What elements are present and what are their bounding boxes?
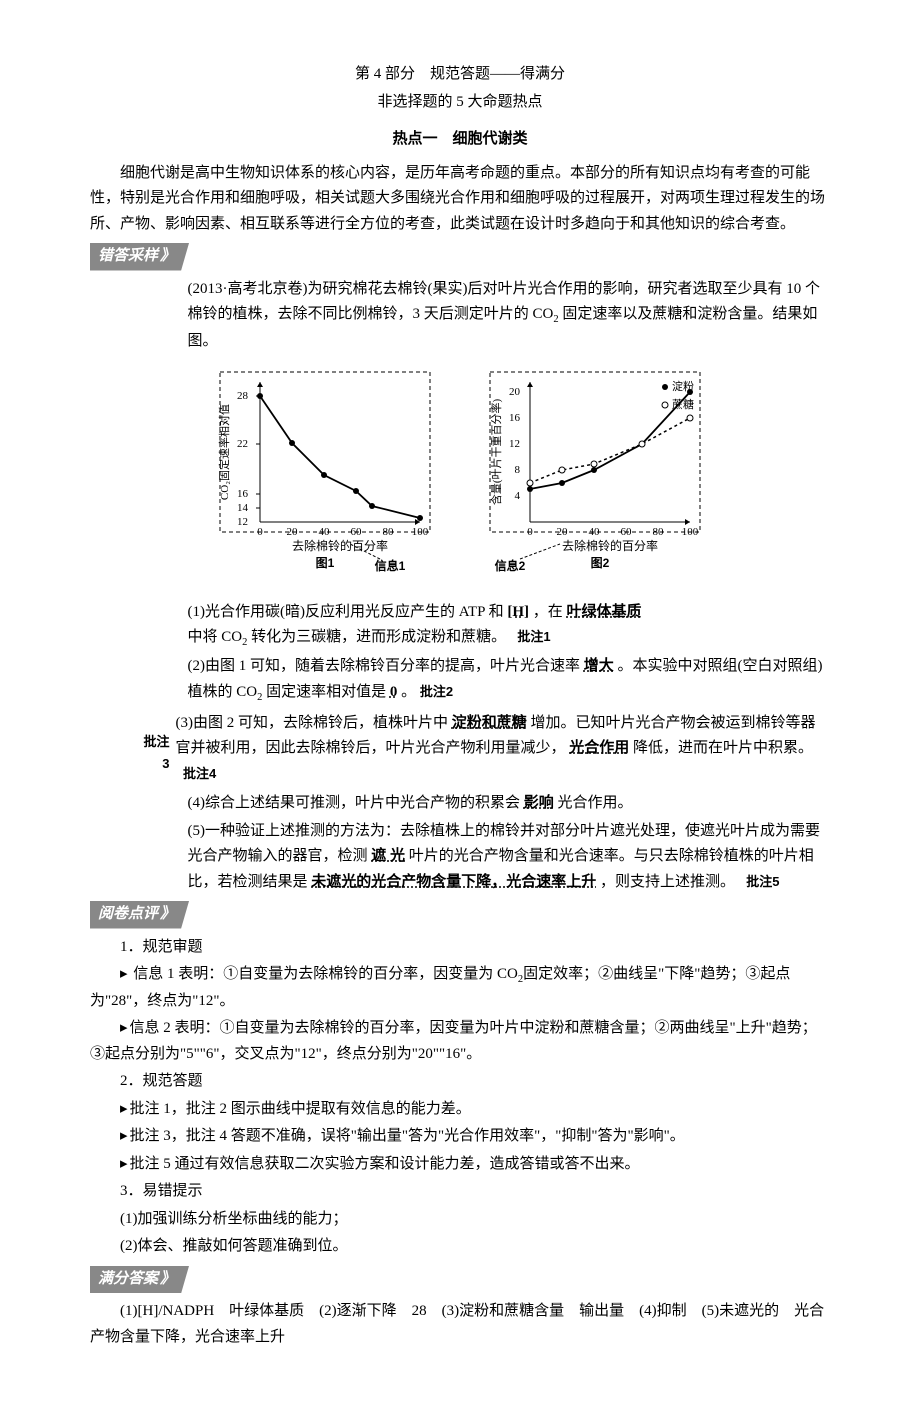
svg-text:12: 12 — [237, 516, 248, 528]
ribbon-answer-text: 满分答案 — [98, 1271, 158, 1287]
full-answer: (1)[H]/NADPH 叶绿体基质 (2)逐渐下降 28 (3)淀粉和蔗糖含量… — [90, 1299, 830, 1350]
svg-text:80: 80 — [653, 526, 665, 538]
figures: 12 14 16 22 28 0 20 40 60 80 100 去除棉铃的百分… — [90, 362, 830, 592]
q3: (3)由图 2 可知，去除棉铃后，植株叶片中 淀粉和蔗糖 增加。已知叶片光合产物… — [176, 711, 831, 788]
svg-text:40: 40 — [319, 526, 331, 538]
review-e2: (2)体会、推敲如何答题准确到位。 — [90, 1234, 830, 1260]
svg-text:4: 4 — [515, 490, 521, 502]
svg-text:信息2: 信息2 — [495, 558, 526, 573]
review-h3: 3．易错提示 — [90, 1179, 830, 1205]
svg-text:去除棉铃的百分率: 去除棉铃的百分率 — [292, 538, 388, 553]
svg-text:16: 16 — [509, 412, 521, 424]
ribbon-sample: 错答采样》 — [90, 243, 189, 271]
review-info2: 信息 2 表明：①自变量为去除棉铃的百分率，因变量为叶片中淀粉和蔗糖含量；②两曲… — [90, 1016, 830, 1067]
note2-label: 批注2 — [420, 684, 453, 699]
q2: (2)由图 1 可知，随着去除棉铃百分率的提高，叶片光合速率 增大 。本实验中对… — [188, 654, 831, 706]
svg-text:20: 20 — [287, 526, 299, 538]
svg-text:CO₂固定速率相对值: CO₂固定速率相对值 — [217, 404, 231, 500]
q5-blank2: 未遮光的光合产物含量下降，光合速率上升 — [311, 874, 596, 890]
svg-text:蔗糖: 蔗糖 — [672, 397, 694, 411]
q1: (1)光合作用碳(暗)反应利用光反应产生的 ATP 和 [H] ，在 叶绿体基质… — [188, 600, 831, 652]
part-title: 第 4 部分 规范答题——得满分 — [90, 62, 830, 88]
svg-text:28: 28 — [237, 390, 249, 402]
review-h2: 2．规范答题 — [90, 1069, 830, 1095]
svg-text:100: 100 — [682, 526, 699, 538]
review-h1: 1．规范审题 — [90, 935, 830, 961]
charts-svg: 12 14 16 22 28 0 20 40 60 80 100 去除棉铃的百分… — [180, 362, 740, 582]
review-n12: 批注 1，批注 2 图示曲线中提取有效信息的能力差。 — [90, 1097, 830, 1123]
q1-blank1: [H] — [507, 604, 529, 620]
q2-blank1: 增大 — [584, 658, 614, 674]
q4: (4)综合上述结果可推测，叶片中光合产物的积累会 影响 光合作用。 — [188, 791, 831, 817]
chevron-icon: 》 — [160, 248, 171, 264]
svg-text:22: 22 — [237, 438, 248, 450]
review-n5: 批注 5 通过有效信息获取二次实验方案和设计能力差，造成答错或答不出来。 — [90, 1152, 830, 1178]
q4-blank1: 影响 — [524, 795, 554, 811]
svg-text:60: 60 — [351, 526, 363, 538]
svg-text:含量(叶片干重百分率): 含量(叶片干重百分率) — [489, 399, 503, 506]
exam-stem: (2013·高考北京卷)为研究棉花去棉铃(果实)后对叶片光合作用的影响，研究者选… — [188, 277, 831, 355]
review-info1: 信息 1 表明：①自变量为去除棉铃的百分率，因变量为 CO2固定效率；②曲线呈"… — [90, 962, 830, 1014]
svg-text:去除棉铃的百分率: 去除棉铃的百分率 — [562, 538, 658, 553]
q3-blank2: 光合作用 — [569, 740, 629, 756]
svg-text:淀粉: 淀粉 — [672, 379, 694, 393]
svg-text:20: 20 — [557, 526, 569, 538]
ribbon-answer: 满分答案》 — [90, 1266, 189, 1294]
note5-label: 批注5 — [746, 874, 779, 889]
q5-blank1: 遮 光 — [371, 848, 405, 864]
svg-text:14: 14 — [237, 502, 249, 514]
svg-text:0: 0 — [527, 526, 533, 538]
review-e1: (1)加强训练分析坐标曲线的能力； — [90, 1207, 830, 1233]
svg-text:8: 8 — [515, 464, 521, 476]
q5: (5)一种验证上述推测的方法为：去除植株上的棉铃并对部分叶片遮光处理，使遮光叶片… — [188, 819, 831, 896]
svg-text:图2: 图2 — [591, 556, 610, 570]
svg-text:信息1: 信息1 — [375, 558, 406, 573]
svg-text:图1: 图1 — [316, 556, 335, 570]
svg-text:20: 20 — [509, 386, 521, 398]
note4-label: 批注4 — [183, 766, 216, 781]
svg-text:16: 16 — [237, 488, 249, 500]
review-n34: 批注 3，批注 4 答题不准确，误将"输出量"答为"光合作用效率"，"抑制"答为… — [90, 1124, 830, 1150]
part-subtitle: 非选择题的 5 大命题热点 — [90, 90, 830, 116]
svg-text:12: 12 — [509, 438, 520, 450]
svg-text:0: 0 — [257, 526, 263, 538]
ribbon-review-text: 阅卷点评 — [98, 906, 158, 922]
note3-side: 批注3 — [90, 731, 170, 775]
note1-label: 批注1 — [517, 629, 550, 644]
intro-paragraph: 细胞代谢是高中生物知识体系的核心内容，是历年高考命题的重点。本部分的所有知识点均… — [90, 161, 830, 238]
chevron-icon: 》 — [160, 1271, 171, 1287]
svg-text:100: 100 — [412, 526, 429, 538]
q3-blank1: 淀粉和蔗糖 — [452, 715, 527, 731]
svg-text:40: 40 — [589, 526, 601, 538]
ribbon-sample-text: 错答采样 — [98, 248, 158, 264]
q2-blank2: 0 — [390, 684, 398, 700]
hotspot-title: 热点一 细胞代谢类 — [90, 127, 830, 153]
chevron-icon: 》 — [160, 906, 171, 922]
ribbon-review: 阅卷点评》 — [90, 901, 189, 929]
svg-text:60: 60 — [621, 526, 633, 538]
q1-blank2: 叶绿体基质 — [567, 604, 642, 620]
svg-text:80: 80 — [383, 526, 395, 538]
